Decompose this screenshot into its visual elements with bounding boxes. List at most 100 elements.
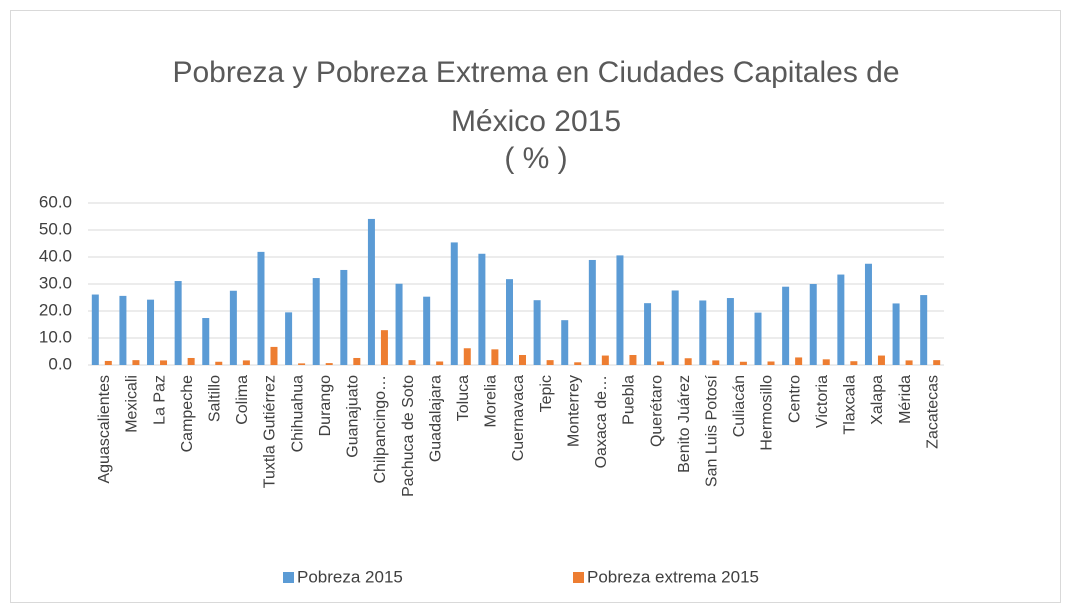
bar	[380, 330, 388, 365]
y-tick-label: 0.0	[48, 354, 72, 373]
bar	[822, 359, 830, 365]
bar	[877, 355, 885, 365]
bar	[588, 259, 596, 365]
chart-title: México 2015	[451, 105, 621, 138]
bar	[132, 360, 140, 365]
bar	[920, 295, 928, 365]
x-tick-label: Aguascalientes	[96, 375, 113, 484]
bar	[782, 286, 790, 365]
bar	[119, 295, 127, 365]
bar	[561, 320, 569, 365]
bar	[616, 255, 624, 365]
bar	[864, 263, 872, 365]
bar	[533, 300, 541, 365]
bar	[285, 312, 293, 365]
bar	[91, 294, 99, 365]
bar	[340, 269, 348, 365]
bar	[684, 358, 692, 365]
bar	[837, 274, 845, 365]
bar	[491, 349, 499, 365]
x-tick-label: Oaxaca de…	[593, 375, 610, 468]
x-tick-label: Benito Juárez	[676, 375, 693, 473]
x-tick-label: Guanajuato	[345, 375, 362, 458]
chart-title: Pobreza y Pobreza Extrema en Ciudades Ca…	[172, 56, 899, 89]
bar	[187, 357, 195, 365]
bar	[892, 303, 900, 365]
bar	[395, 283, 403, 365]
x-tick-label: Guadalajara	[427, 375, 444, 462]
bar	[298, 363, 306, 365]
y-tick-label: 50.0	[39, 219, 72, 238]
bar	[546, 360, 554, 365]
x-tick-label: Mérida	[897, 375, 914, 424]
x-tick-label: Tlaxcala	[842, 375, 859, 435]
bar	[478, 253, 486, 365]
x-tick-label: Colima	[234, 375, 251, 425]
bar	[739, 361, 747, 365]
bar	[325, 363, 333, 365]
bar	[408, 360, 416, 365]
x-tick-label: Campeche	[179, 375, 196, 452]
x-tick-label: Puebla	[621, 375, 638, 425]
x-tick-label: Toluca	[455, 375, 472, 421]
bar	[215, 361, 223, 365]
x-tick-label: Pachuca de Soto	[400, 375, 417, 497]
x-tick-label: Tepic	[538, 375, 555, 412]
x-tick-label: Monterrey	[565, 375, 582, 447]
bar	[767, 361, 775, 365]
bar	[519, 355, 526, 365]
x-tick-label: Chilpancingo…	[372, 375, 389, 484]
x-tick-label: San Luis Potosí	[704, 374, 721, 487]
legend-swatch	[283, 572, 294, 583]
bar	[726, 298, 734, 365]
legend-label: Pobreza 2015	[297, 567, 403, 586]
bar	[463, 348, 471, 365]
bar	[933, 360, 941, 365]
bar	[104, 360, 112, 365]
bar	[242, 360, 250, 365]
x-tick-label: Culiacán	[731, 375, 748, 437]
bar	[574, 362, 582, 365]
legend-swatch	[573, 572, 584, 583]
bar	[905, 360, 913, 365]
bar	[850, 361, 858, 365]
bar	[657, 361, 665, 365]
bar	[436, 361, 444, 365]
bar	[629, 355, 637, 365]
bar	[712, 360, 720, 365]
bar	[229, 290, 237, 365]
x-tick-label: Tuxtla Gutiérrez	[262, 375, 279, 488]
x-tick-label: Zacatecas	[924, 375, 941, 449]
bar	[809, 284, 817, 365]
bar	[160, 360, 168, 365]
bar	[450, 242, 458, 365]
bar	[754, 312, 762, 365]
x-tick-label: Xalapa	[869, 375, 886, 425]
x-tick-label: Chihuahua	[289, 375, 306, 453]
bar	[353, 357, 361, 365]
y-tick-label: 30.0	[39, 273, 72, 292]
x-tick-label: Hermosillo	[759, 375, 776, 451]
x-tick-label: Saltillo	[206, 375, 223, 422]
bar	[423, 296, 431, 365]
x-tick-label: Cuernavaca	[510, 375, 527, 461]
chart-title: ( % )	[504, 142, 567, 175]
legend-label: Pobreza extrema 2015	[587, 567, 759, 586]
x-tick-label: Victoria	[814, 375, 831, 428]
y-tick-label: 20.0	[39, 300, 72, 319]
x-tick-label: Durango	[317, 375, 334, 436]
bar	[270, 346, 278, 365]
x-tick-label: La Paz	[151, 375, 168, 425]
bar	[367, 218, 375, 365]
bar	[671, 290, 679, 365]
bar	[147, 299, 155, 365]
bar	[257, 251, 265, 365]
x-tick-label: Centro	[786, 375, 803, 423]
bar	[312, 278, 320, 365]
bar	[795, 357, 803, 365]
bar	[601, 355, 609, 365]
y-tick-label: 10.0	[39, 327, 72, 346]
bar	[202, 318, 210, 365]
y-tick-label: 40.0	[39, 246, 72, 265]
